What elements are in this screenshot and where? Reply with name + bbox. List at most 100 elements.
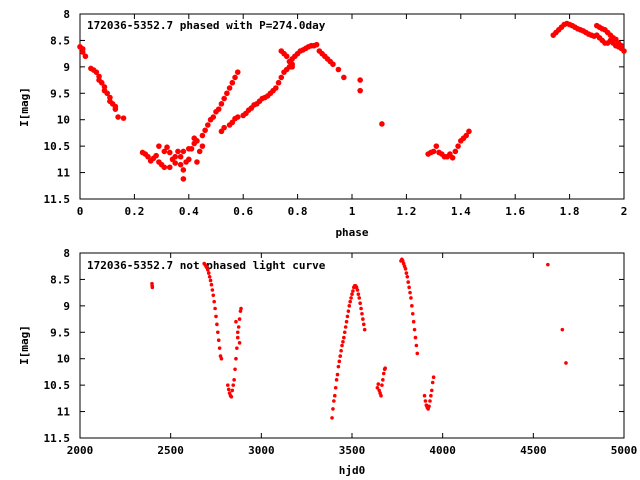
data-point xyxy=(211,293,216,298)
data-point xyxy=(156,143,162,149)
data-point xyxy=(379,393,383,398)
data-point xyxy=(161,148,168,155)
data-point xyxy=(224,90,230,97)
x-ticks: 2000 2500 3000 3500 4000 4500 5000 xyxy=(67,253,637,457)
data-point xyxy=(330,61,336,68)
data-point xyxy=(215,106,222,112)
data-point xyxy=(341,74,347,81)
data-point xyxy=(313,41,320,48)
data-point xyxy=(98,79,105,86)
data-point xyxy=(411,319,416,324)
data-point xyxy=(430,380,435,385)
data-point xyxy=(234,114,241,120)
data-point xyxy=(355,288,360,292)
data-point xyxy=(410,304,414,308)
data-point xyxy=(342,330,347,335)
data-point xyxy=(221,95,227,102)
x-tick-label: 2000 xyxy=(67,444,94,457)
data-point xyxy=(208,278,213,283)
data-point xyxy=(289,64,295,70)
data-point xyxy=(344,319,349,324)
y-tick-label: 8 xyxy=(63,8,70,21)
data-point xyxy=(283,53,290,60)
data-point xyxy=(186,156,192,163)
data-point xyxy=(404,271,409,275)
y-tick-label: 10.5 xyxy=(44,379,71,392)
data-point xyxy=(180,148,187,155)
data-point xyxy=(406,280,411,284)
x-axis-label: phase xyxy=(335,226,368,239)
data-point xyxy=(194,159,200,165)
data-point xyxy=(209,282,214,287)
y-axis-label: I[mag] xyxy=(18,325,31,365)
plot-frame xyxy=(79,252,625,439)
data-point xyxy=(230,388,235,393)
data-point xyxy=(205,122,211,128)
data-point xyxy=(172,153,178,160)
data-point xyxy=(177,161,184,168)
data-point xyxy=(219,356,224,361)
data-point xyxy=(423,399,428,403)
y-tick-label: 11 xyxy=(57,167,71,180)
data-point xyxy=(164,144,170,150)
data-point xyxy=(455,143,461,149)
plot-frame xyxy=(79,13,625,200)
data-point xyxy=(408,290,412,295)
data-point xyxy=(429,388,434,393)
data-point xyxy=(376,382,381,386)
data-point xyxy=(337,359,342,364)
data-point xyxy=(215,322,219,327)
data-point xyxy=(621,48,627,54)
data-point xyxy=(410,311,415,316)
data-point xyxy=(115,114,121,120)
x-tick-label: 0.8 xyxy=(288,205,308,218)
data-point xyxy=(194,138,200,144)
data-point xyxy=(343,325,348,329)
data-point xyxy=(407,285,411,290)
data-point xyxy=(207,274,212,279)
x-tick-label: 1.6 xyxy=(505,205,525,218)
data-point xyxy=(380,383,384,387)
data-point xyxy=(431,375,436,380)
data-point xyxy=(332,399,336,403)
plot-title: 172036-5352.7 phased with P=274.0day xyxy=(87,19,326,32)
data-point xyxy=(216,330,220,335)
data-point xyxy=(361,322,366,327)
data-point xyxy=(357,87,363,94)
y-tick-label: 11.5 xyxy=(44,432,71,445)
data-point xyxy=(210,114,217,120)
y-ticks: 8 8.5 9 9.5 10 10.5 11 11.5 xyxy=(44,8,624,206)
x-tick-label: 1.4 xyxy=(451,205,471,218)
x-tick-label: 3500 xyxy=(339,444,366,457)
data-point xyxy=(226,387,231,392)
data-point xyxy=(413,335,418,340)
data-point xyxy=(332,393,337,398)
data-point xyxy=(359,306,363,311)
data-point xyxy=(236,325,241,329)
data-point xyxy=(381,371,386,376)
data-point xyxy=(218,101,225,107)
x-tick-label: 0.2 xyxy=(124,205,144,218)
data-point xyxy=(356,292,361,297)
data-point xyxy=(463,132,470,139)
data-point xyxy=(217,346,222,350)
data-point xyxy=(546,262,550,267)
data-point xyxy=(362,327,367,332)
data-points xyxy=(77,20,627,182)
x-tick-label: 4500 xyxy=(520,444,547,457)
data-point xyxy=(234,319,238,324)
data-points xyxy=(150,257,568,420)
data-point xyxy=(237,341,242,345)
data-point xyxy=(172,160,178,166)
data-point xyxy=(225,383,230,387)
x-tick-label: 0 xyxy=(77,205,84,218)
data-point xyxy=(339,348,343,353)
data-point xyxy=(286,58,293,65)
data-point xyxy=(166,164,173,171)
data-point xyxy=(336,364,341,369)
data-point xyxy=(449,154,456,161)
data-point xyxy=(346,309,351,313)
data-point xyxy=(161,164,168,171)
y-tick-label: 11.5 xyxy=(44,193,71,206)
data-point xyxy=(177,153,184,160)
